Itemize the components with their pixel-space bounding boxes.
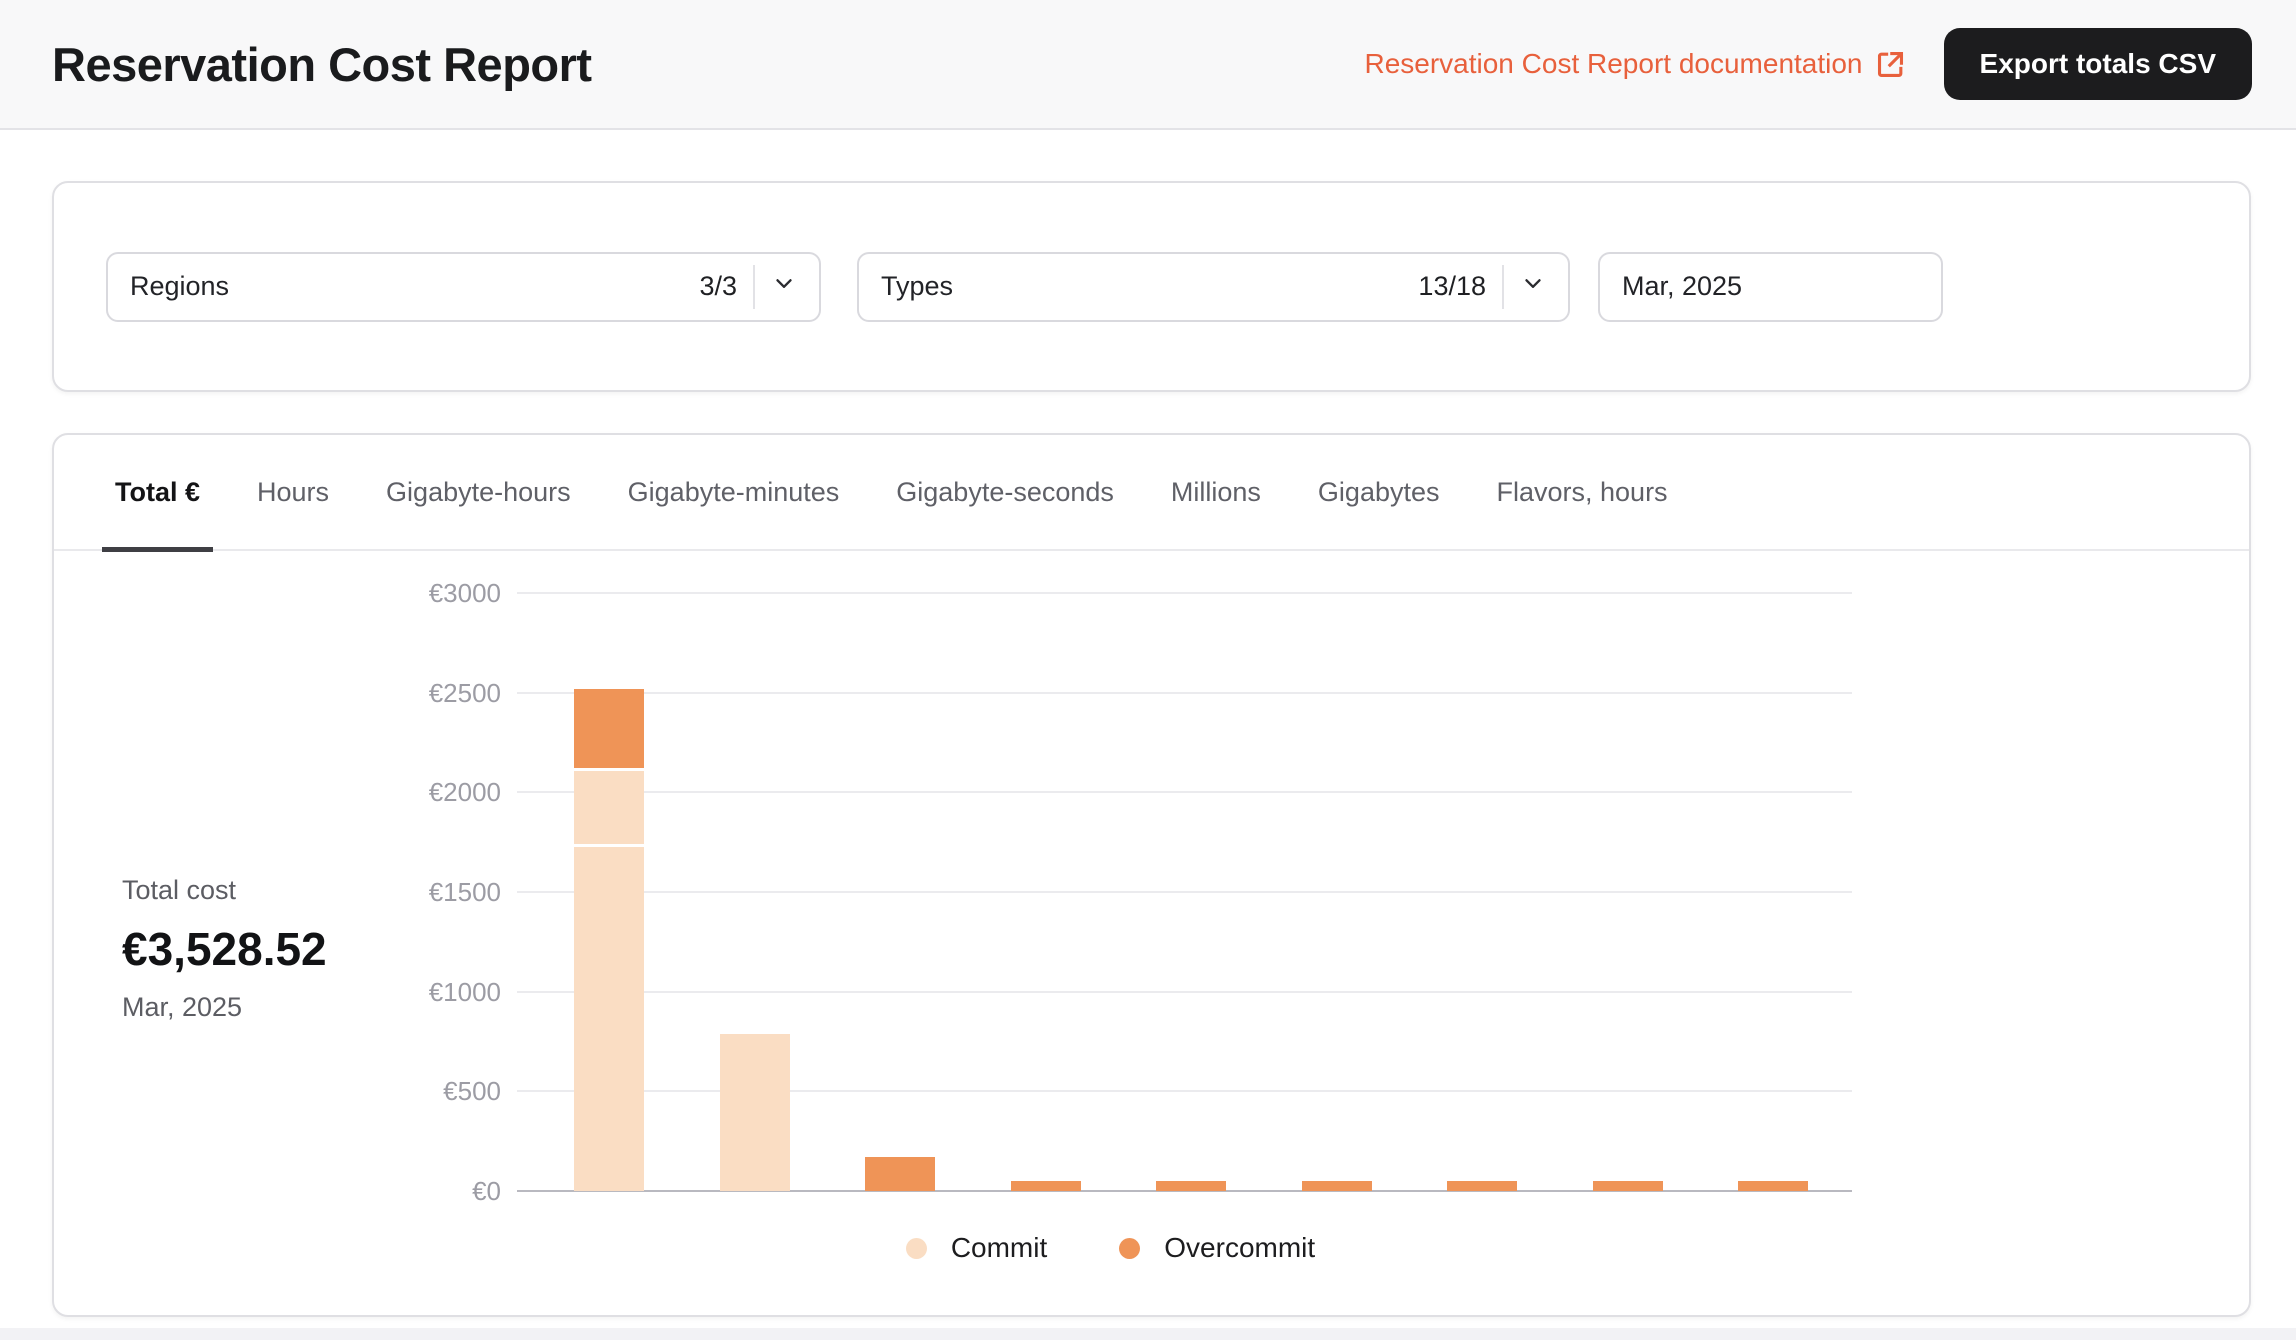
gridline	[517, 1090, 1852, 1093]
bar-segment-overcommit	[1301, 1181, 1372, 1191]
bar-chart: €0 €500 €1000 €1500 €2000 €2500 €3000	[429, 578, 1852, 1206]
filters-card: Regions 3/3 Types 13/18 Mar, 2025	[52, 181, 2251, 392]
bar-segment-overcommit	[574, 688, 644, 769]
commit-legend-dot-icon	[905, 1237, 927, 1259]
export-totals-csv-button[interactable]: Export totals CSV	[1943, 28, 2252, 100]
bar[interactable]	[1447, 593, 1517, 1191]
gridline	[517, 990, 1852, 993]
month-picker-value: Mar, 2025	[1622, 271, 1743, 301]
y-axis-tick-label: €2000	[428, 777, 501, 808]
documentation-link[interactable]: Reservation Cost Report documentation	[1364, 48, 1905, 80]
tab-millions[interactable]: Millions	[1170, 476, 1261, 507]
bar[interactable]	[1301, 593, 1372, 1191]
y-axis-tick-label: €2500	[428, 677, 501, 708]
bar[interactable]	[1592, 593, 1663, 1191]
legend-item-commit[interactable]: Commit	[905, 1232, 1048, 1264]
regions-select-count: 3/3	[699, 271, 737, 301]
y-axis-tick-label: €3000	[428, 578, 501, 608]
tab-gigabyte-minutes[interactable]: Gigabyte-minutes	[627, 476, 840, 507]
report-card: Total € Hours Gigabyte-hours Gigabyte-mi…	[52, 433, 2251, 1317]
select-divider	[753, 264, 755, 309]
gridline	[517, 691, 1852, 694]
tab-bar: Total € Hours Gigabyte-hours Gigabyte-mi…	[54, 434, 2249, 552]
tab-total-eur[interactable]: Total €	[102, 434, 214, 552]
gridline	[517, 791, 1852, 794]
bar-segment-overcommit	[865, 1157, 935, 1191]
bar-segment-commit	[574, 847, 644, 1191]
bar-segment-overcommit	[1592, 1181, 1663, 1191]
bar-segment-overcommit	[1738, 1181, 1808, 1191]
gridline	[517, 592, 1852, 594]
bar[interactable]	[574, 593, 644, 1191]
types-select-count: 13/18	[1418, 271, 1486, 301]
page-header: Reservation Cost Report Reservation Cost…	[0, 0, 2296, 130]
total-cost-period: Mar, 2025	[122, 992, 243, 1022]
regions-select[interactable]: Regions 3/3	[106, 251, 821, 322]
y-axis-tick-label: €1000	[428, 976, 501, 1007]
overcommit-legend-dot-icon	[1119, 1237, 1141, 1259]
bottom-strip	[0, 1328, 2296, 1340]
total-cost-summary: Total cost €3,528.52 Mar, 2025	[122, 875, 327, 1023]
y-axis-tick-label: €1500	[428, 877, 501, 907]
external-link-icon	[1875, 49, 1906, 80]
y-axis-tick-label: €500	[443, 1076, 501, 1107]
types-select-label: Types	[881, 271, 954, 301]
bar[interactable]	[1738, 593, 1808, 1191]
tab-flavors-hours[interactable]: Flavors, hours	[1496, 476, 1668, 507]
y-axis-tick-label: €0	[472, 1176, 501, 1206]
bar[interactable]	[1156, 593, 1226, 1191]
tab-gigabyte-seconds[interactable]: Gigabyte-seconds	[896, 476, 1114, 507]
bar[interactable]	[865, 593, 935, 1191]
types-select[interactable]: Types 13/18	[857, 251, 1570, 322]
total-cost-label: Total cost	[122, 875, 237, 905]
bar[interactable]	[1010, 593, 1081, 1191]
select-divider	[1502, 264, 1504, 309]
chevron-down-icon	[1520, 270, 1546, 303]
bar-segment-commit	[574, 771, 644, 845]
tab-gigabyte-hours[interactable]: Gigabyte-hours	[386, 476, 571, 507]
legend-item-overcommit[interactable]: Overcommit	[1119, 1232, 1315, 1264]
x-axis-line	[517, 1190, 1852, 1192]
regions-select-label: Regions	[130, 271, 230, 301]
bar-segment-overcommit	[1156, 1181, 1226, 1191]
legend-item-label: Commit	[950, 1232, 1048, 1263]
tab-hours[interactable]: Hours	[257, 476, 330, 507]
header-actions: Reservation Cost Report documentation Ex…	[1364, 28, 2252, 100]
legend-item-label: Overcommit	[1164, 1232, 1316, 1263]
chart-legend: Commit Overcommit	[443, 1226, 1778, 1270]
chevron-down-icon	[771, 270, 797, 303]
bar-segment-overcommit	[1447, 1181, 1517, 1191]
tab-gigabytes[interactable]: Gigabytes	[1317, 476, 1440, 507]
gridline	[517, 891, 1852, 893]
bar-segment-commit	[719, 1033, 790, 1191]
bar-segment-overcommit	[1010, 1181, 1081, 1191]
bar[interactable]	[719, 593, 790, 1191]
total-cost-amount: €3,528.52	[122, 923, 327, 975]
documentation-link-label: Reservation Cost Report documentation	[1364, 48, 1863, 79]
page-title: Reservation Cost Report	[52, 37, 592, 91]
month-picker[interactable]: Mar, 2025	[1598, 251, 1943, 322]
